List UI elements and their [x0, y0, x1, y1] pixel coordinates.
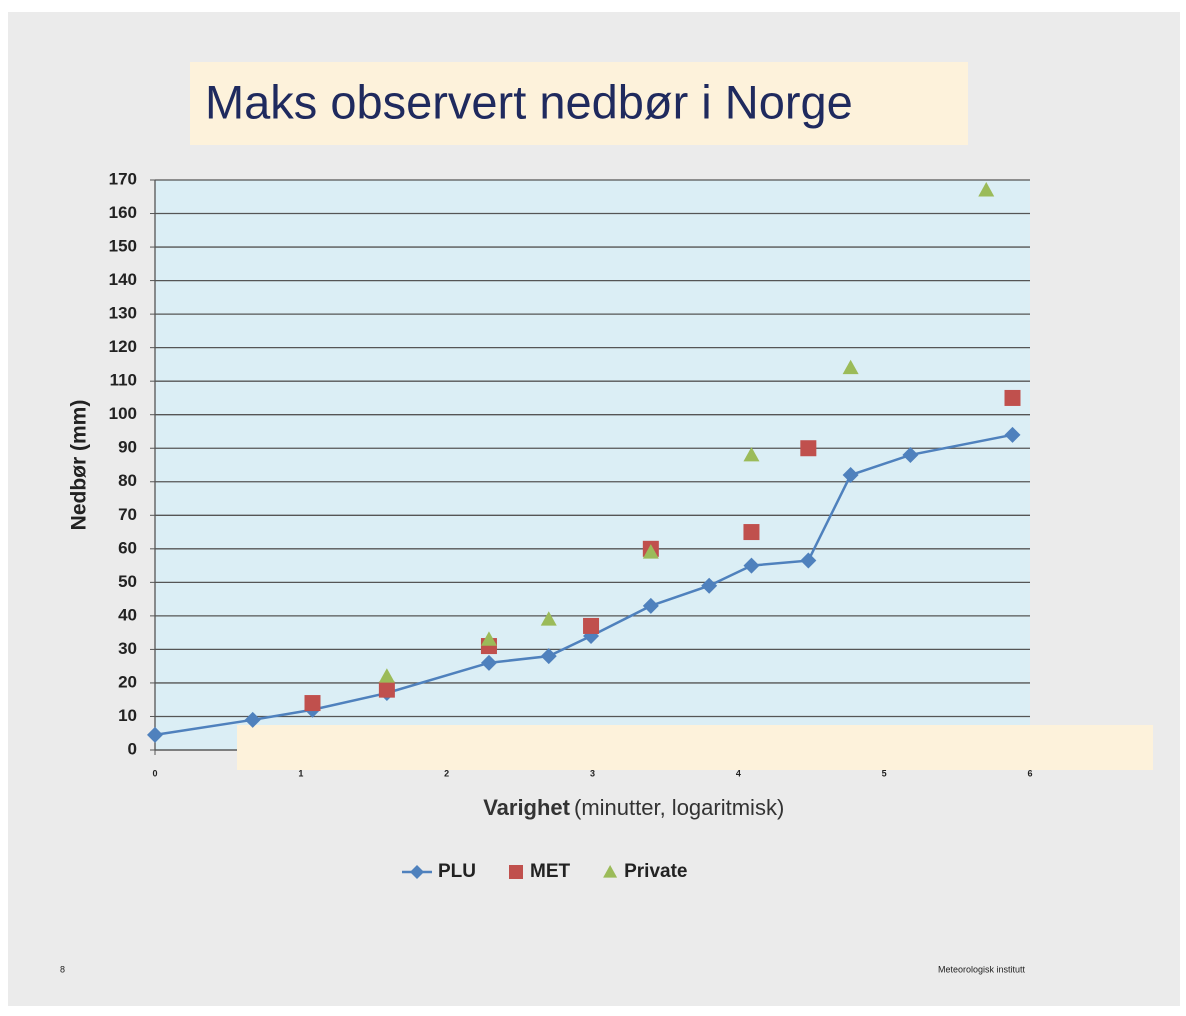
marker-diamond [244, 711, 261, 728]
y-axis-label: Nedbør (mm) [68, 400, 91, 531]
series-line [154, 433, 1013, 737]
marker-triangle [978, 182, 995, 197]
marker-diamond [480, 654, 497, 671]
marker-triangle [540, 611, 557, 626]
y-tick-label: 10 [118, 706, 137, 725]
marker-square [1004, 389, 1021, 406]
marker-diamond [842, 467, 859, 484]
y-tick-label: 120 [109, 337, 137, 356]
y-tick-label: 40 [118, 605, 137, 624]
y-tick-label: 170 [109, 169, 137, 188]
footer-organization: Meteorologisk institutt [938, 964, 1026, 974]
legend-label: PLU [438, 861, 476, 882]
marker-diamond [642, 597, 659, 614]
x-tick-label: 3 [590, 768, 595, 778]
legend: PLU MET Private [402, 861, 687, 882]
marks [147, 182, 1021, 743]
chart-title: Maks observert nedbør i Norge [205, 75, 853, 128]
x-tick-label: 4 [736, 768, 741, 778]
x-tick-label: 5 [882, 768, 887, 778]
minute-label-box [237, 725, 1153, 770]
marker-square [378, 681, 395, 698]
marker-triangle [480, 631, 497, 646]
plot-area [155, 180, 1030, 750]
marker-diamond [743, 557, 760, 574]
y-tick-label: 110 [110, 371, 137, 390]
page-number: 8 [60, 964, 65, 974]
marker-square [304, 695, 321, 712]
y-tick-label: 0 [128, 739, 137, 758]
x-tick-label: 0 [152, 768, 157, 778]
marker-triangle [642, 544, 659, 559]
y-tick-label: 60 [118, 538, 137, 557]
y-tick-label: 50 [118, 572, 137, 591]
y-tick-label: 130 [109, 304, 137, 323]
y-tick-label: 30 [118, 639, 137, 658]
marker-diamond [701, 577, 718, 594]
marker-diamond [1004, 426, 1021, 443]
marker-triangle [378, 668, 395, 683]
marker-square [583, 617, 600, 634]
legend-label: Private [624, 861, 687, 882]
x-tick-label: 2 [444, 768, 449, 778]
x-tick-label: 6 [1027, 768, 1032, 778]
marker-square [509, 865, 523, 879]
marker-square [800, 440, 817, 457]
y-tick-label: 80 [118, 471, 137, 490]
y-tick-label: 150 [109, 237, 137, 256]
y-tick-label: 20 [118, 672, 137, 691]
legend-label: MET [530, 861, 571, 882]
title-box [190, 62, 968, 145]
marker-diamond [902, 446, 919, 463]
y-tick-label: 160 [109, 203, 137, 222]
y-tick-label: 100 [109, 404, 137, 423]
x-axis-label-note: (minutter, logaritmisk) [574, 795, 784, 820]
y-tick-label: 90 [118, 438, 137, 457]
x-axis-label: Varighet [483, 795, 570, 820]
x-tick-label: 1 [298, 768, 303, 778]
marker-diamond [800, 552, 817, 569]
marker-triangle [743, 446, 760, 462]
marker-diamond [540, 648, 557, 665]
marker-diamond [410, 865, 424, 879]
y-tick-label: 140 [109, 270, 137, 289]
grid [155, 179, 1030, 751]
marker-square [743, 524, 760, 541]
y-tick-label: 70 [118, 505, 137, 524]
marker-triangle [842, 359, 859, 375]
marker-triangle [603, 865, 618, 878]
marker-diamond [147, 726, 163, 743]
